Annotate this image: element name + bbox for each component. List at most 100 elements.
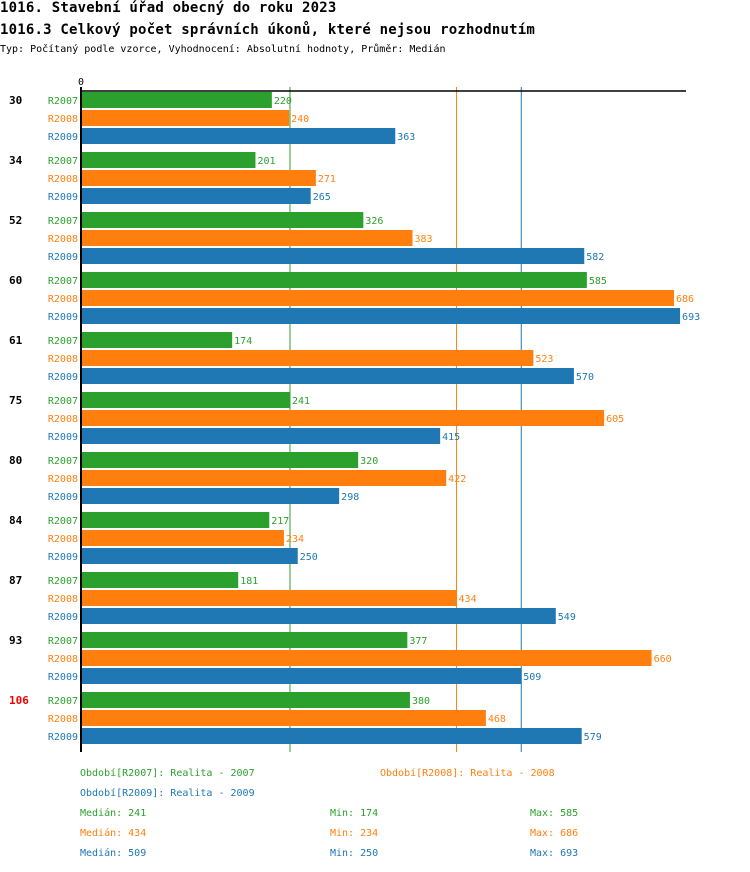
legend-median-r2009: Medián: 509 (80, 848, 147, 859)
data-label: 422 (448, 474, 466, 485)
bar (82, 668, 522, 684)
data-label: 363 (397, 132, 415, 143)
bar (82, 392, 290, 408)
data-label: 320 (360, 456, 378, 467)
chart-title: 1016.3 Celkový počet správních úkonů, kt… (0, 22, 535, 38)
series-label: R2007 (48, 696, 78, 707)
bar (82, 608, 556, 624)
series-label: R2007 (48, 396, 78, 407)
series-label: R2009 (48, 312, 78, 323)
data-label: 686 (676, 294, 694, 305)
bar (82, 152, 256, 168)
category-label: 52 (9, 214, 22, 227)
series-label: R2009 (48, 132, 78, 143)
category-label: 61 (9, 334, 23, 347)
series-label: R2007 (48, 156, 78, 167)
bar (82, 590, 457, 606)
data-label: 217 (271, 516, 289, 527)
category-label: 30 (9, 94, 22, 107)
bar (82, 92, 272, 108)
data-label: 549 (558, 612, 576, 623)
bar (82, 512, 270, 528)
bar (82, 428, 441, 444)
bar (82, 632, 408, 648)
category-label: 75 (9, 394, 22, 407)
category-label: 93 (9, 634, 22, 647)
bar (82, 170, 316, 186)
bar (82, 710, 486, 726)
series-label: R2008 (48, 294, 78, 305)
bar (82, 470, 447, 486)
series-label: R2009 (48, 552, 78, 563)
data-label: 605 (606, 414, 624, 425)
bar (82, 548, 298, 564)
series-label: R2009 (48, 672, 78, 683)
data-label: 326 (365, 216, 383, 227)
data-label: 468 (488, 714, 506, 725)
bar-chart: 30 R2007 220 R2008 240 R2009 363 34 R2007 201 R200… (9, 77, 700, 752)
legend-min-r2007: Min: 174 (330, 808, 379, 819)
series-label: R2007 (48, 336, 78, 347)
data-label: 271 (318, 174, 336, 185)
bar (82, 692, 410, 708)
bar (82, 308, 681, 324)
data-label: 434 (459, 594, 477, 605)
data-label: 181 (240, 576, 258, 587)
data-label: 298 (341, 492, 359, 503)
page-title: 1016. Stavební úřad obecný do roku 2023 (0, 0, 337, 16)
legend-period-r2007: Období[R2007]: Realita - 2007 (80, 768, 255, 779)
legend-period-r2009: Období[R2009]: Realita - 2009 (80, 788, 255, 799)
series-label: R2009 (48, 492, 78, 503)
data-label: 660 (654, 654, 672, 665)
data-label: 220 (274, 96, 292, 107)
bar (82, 488, 340, 504)
bar (82, 188, 311, 204)
data-label: 570 (576, 372, 594, 383)
series-label: R2009 (48, 732, 78, 743)
category-label: 106 (9, 694, 29, 707)
data-label: 579 (584, 732, 602, 743)
bar (82, 290, 675, 306)
legend-min-r2008: Min: 234 (330, 828, 379, 839)
bar (82, 110, 290, 126)
bar (82, 350, 534, 366)
series-label: R2007 (48, 216, 78, 227)
bar (82, 572, 239, 588)
bar (82, 530, 284, 546)
data-label: 174 (234, 336, 252, 347)
legend-max-r2009: Max: 693 (530, 848, 579, 859)
series-label: R2009 (48, 432, 78, 443)
series-label: R2008 (48, 654, 78, 665)
series-label: R2008 (48, 114, 78, 125)
category-label: 80 (9, 454, 22, 467)
data-label: 693 (682, 312, 700, 323)
bar (82, 368, 574, 384)
bar (82, 248, 585, 264)
series-label: R2009 (48, 252, 78, 263)
series-label: R2008 (48, 534, 78, 545)
category-label: 60 (9, 274, 22, 287)
data-label: 585 (589, 276, 607, 287)
series-label: R2009 (48, 372, 78, 383)
legend-max-r2008: Max: 686 (530, 828, 579, 839)
legend-median-r2008: Medián: 434 (80, 828, 147, 839)
data-label: 523 (535, 354, 553, 365)
bar (82, 128, 396, 144)
bar (82, 728, 582, 744)
series-label: R2007 (48, 516, 78, 527)
data-label: 250 (300, 552, 318, 563)
bar (82, 650, 652, 666)
series-label: R2008 (48, 354, 78, 365)
series-label: R2007 (48, 276, 78, 287)
chart-type-description: Typ: Počítaný podle vzorce, Vyhodnocení:… (0, 44, 446, 55)
data-label: 265 (313, 192, 331, 203)
bar (82, 452, 359, 468)
series-label: R2007 (48, 456, 78, 467)
bar (82, 212, 364, 228)
legend-median-r2007: Medián: 241 (80, 808, 147, 819)
series-label: R2008 (48, 234, 78, 245)
series-label: R2008 (48, 174, 78, 185)
data-label: 582 (586, 252, 604, 263)
data-label: 201 (257, 156, 275, 167)
x-axis-tick-label: 0 (78, 77, 84, 88)
